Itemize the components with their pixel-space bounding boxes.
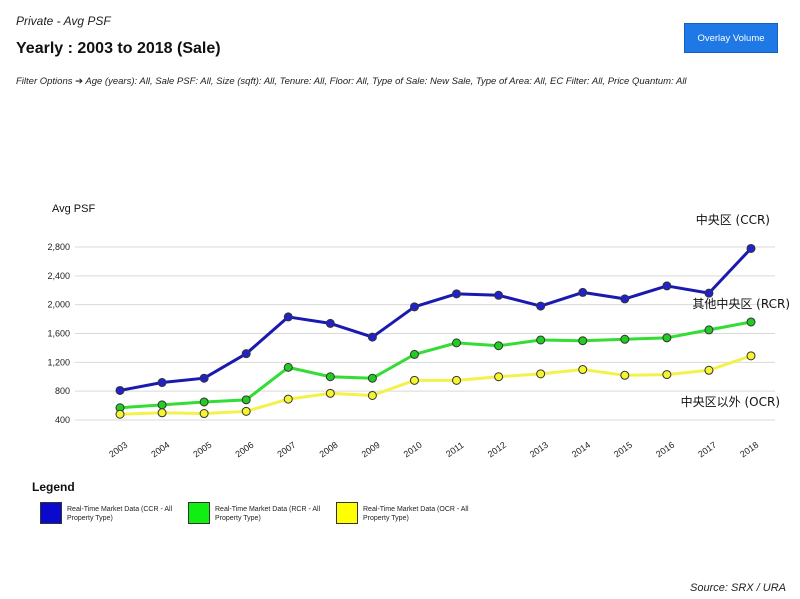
data-point xyxy=(115,385,125,395)
x-tick-label: 2016 xyxy=(654,440,676,460)
data-point xyxy=(157,378,167,388)
data-point xyxy=(494,372,504,382)
series-line-2 xyxy=(119,354,752,416)
data-point xyxy=(283,394,293,404)
x-tick-label: 2005 xyxy=(191,440,213,460)
data-point xyxy=(746,317,756,327)
legend-swatch-rcr xyxy=(188,502,210,524)
filter-options: Filter Options ➔ Age (years): All, Sale … xyxy=(16,76,687,87)
x-tick-label: 2009 xyxy=(360,440,382,460)
legend-swatch-ocr xyxy=(336,502,358,524)
series-annotation: 中央区 (CCR) xyxy=(696,212,770,227)
overlay-volume-button[interactable]: Overlay Volume xyxy=(684,23,778,53)
data-point xyxy=(199,397,209,407)
data-point xyxy=(199,373,209,383)
x-tick-label: 2014 xyxy=(570,440,592,460)
line-chart: 400 800 1,200 1,600 2,000 2,400 2,800 Avg PSF 20… xyxy=(47,203,790,460)
data-point xyxy=(241,349,251,359)
data-point xyxy=(704,325,714,335)
data-point xyxy=(494,290,504,300)
data-point xyxy=(662,333,672,343)
page-title: Yearly : 2003 to 2018 (Sale) xyxy=(16,40,221,57)
y-tick-label: 1,600 xyxy=(47,329,70,339)
data-point xyxy=(536,335,546,345)
data-point xyxy=(325,388,335,398)
y-tick-label: 400 xyxy=(55,415,70,425)
data-point xyxy=(662,370,672,380)
data-point xyxy=(367,332,377,342)
data-point xyxy=(409,302,419,312)
data-point xyxy=(746,351,756,361)
data-point xyxy=(452,375,462,385)
data-point xyxy=(115,409,125,419)
y-tick-label: 800 xyxy=(55,386,70,396)
series-line-0 xyxy=(119,247,753,392)
x-tick-label: 2003 xyxy=(107,440,129,460)
legend-item-ocr[interactable]: Real-Time Market Data (OCR - All Propert… xyxy=(336,502,483,528)
data-point xyxy=(578,365,588,375)
data-point xyxy=(199,409,209,419)
data-point xyxy=(452,289,462,299)
data-point xyxy=(325,318,335,328)
x-tick-label: 2018 xyxy=(738,440,760,460)
data-point xyxy=(536,301,546,311)
data-point xyxy=(283,362,293,372)
x-tick-label: 2008 xyxy=(318,440,340,460)
source-note: Source: SRX / URA xyxy=(690,582,786,594)
x-tick-label: 2013 xyxy=(528,440,550,460)
data-point xyxy=(746,243,756,253)
legend-label-rcr: Real-Time Market Data (RCR - All Propert… xyxy=(215,506,321,522)
data-point xyxy=(536,369,546,379)
x-tick-label: 2012 xyxy=(486,440,508,460)
data-point xyxy=(241,395,251,405)
legend-title: Legend xyxy=(32,480,75,494)
data-point xyxy=(620,294,630,304)
series-annotation: 其他中央区 (RCR) xyxy=(692,296,790,311)
data-point xyxy=(704,288,714,298)
y-tick-label: 1,200 xyxy=(47,357,70,367)
breadcrumb: Private - Avg PSF xyxy=(16,14,111,28)
legend-swatch-ccr xyxy=(40,502,62,524)
series-line-1 xyxy=(119,320,752,410)
y-tick-label: 2,400 xyxy=(47,271,70,281)
data-point xyxy=(409,375,419,385)
data-point xyxy=(325,372,335,382)
data-point xyxy=(157,408,167,418)
x-tick-label: 2011 xyxy=(444,440,466,459)
x-tick-label: 2004 xyxy=(149,440,171,460)
y-tick-label: 2,000 xyxy=(47,300,70,310)
data-point xyxy=(241,406,251,416)
data-point xyxy=(704,365,714,375)
legend-item-ccr[interactable]: Real-Time Market Data (CCR - All Propert… xyxy=(40,502,187,528)
data-point xyxy=(452,338,462,348)
data-point xyxy=(620,370,630,380)
x-tick-label: 2017 xyxy=(696,440,718,460)
data-point xyxy=(157,400,167,410)
data-point xyxy=(283,312,293,322)
data-point xyxy=(578,287,588,297)
y-axis-label: Avg PSF xyxy=(52,203,95,215)
data-point xyxy=(367,390,377,400)
data-point xyxy=(409,349,419,359)
legend-item-rcr[interactable]: Real-Time Market Data (RCR - All Propert… xyxy=(188,502,335,528)
x-tick-label: 2007 xyxy=(275,440,297,460)
data-point xyxy=(662,281,672,291)
x-tick-label: 2015 xyxy=(612,440,634,460)
legend-label-ocr: Real-Time Market Data (OCR - All Propert… xyxy=(363,506,469,522)
data-point xyxy=(494,341,504,351)
series-annotation: 中央区以外 (OCR) xyxy=(681,394,780,409)
x-tick-label: 2010 xyxy=(402,440,424,460)
legend-label-ccr: Real-Time Market Data (CCR - All Propert… xyxy=(67,506,173,522)
data-point xyxy=(367,373,377,383)
x-tick-label: 2006 xyxy=(233,440,255,460)
data-point xyxy=(620,334,630,344)
data-point xyxy=(578,336,588,346)
y-tick-label: 2,800 xyxy=(47,242,70,252)
